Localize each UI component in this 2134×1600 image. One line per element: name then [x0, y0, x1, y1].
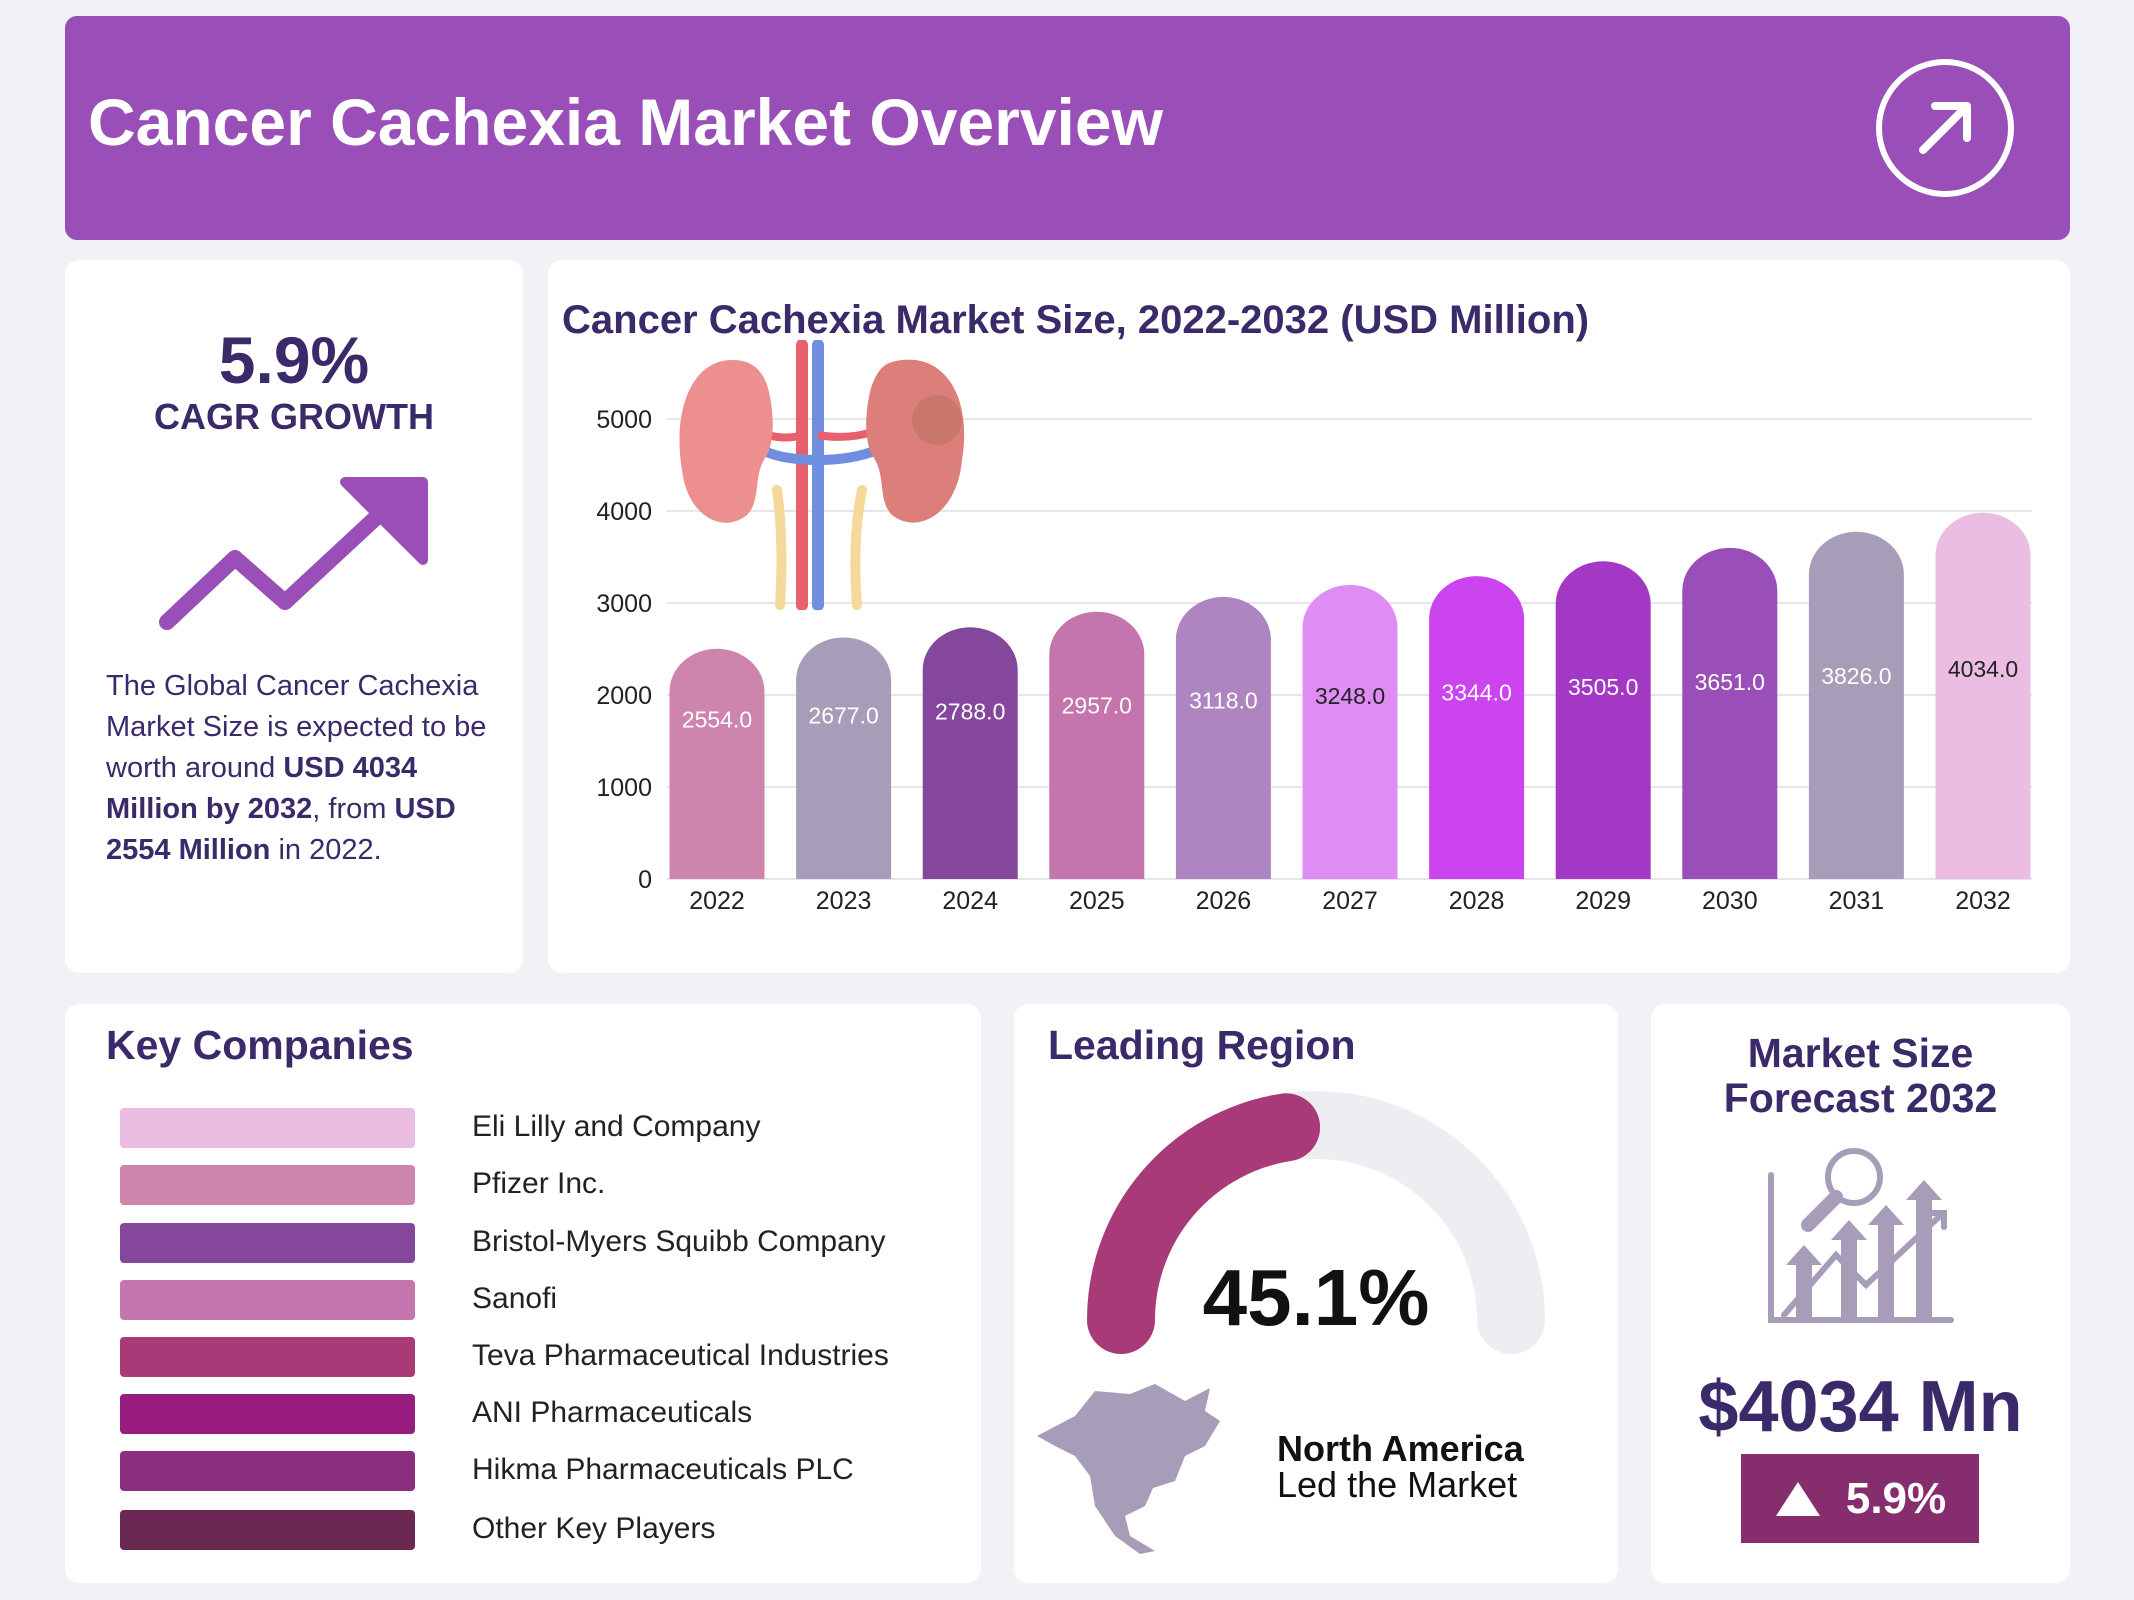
- forecast-title-line1: Market Size: [1747, 1030, 1974, 1076]
- y-tick-label: 2000: [596, 682, 652, 710]
- key-companies-title: Key Companies: [106, 1022, 414, 1068]
- company-swatch: [120, 1165, 415, 1205]
- header-banner: [65, 16, 2070, 240]
- x-tick-label: 2030: [1702, 887, 1758, 915]
- x-tick-label: 2024: [942, 887, 998, 915]
- x-tick-label: 2029: [1575, 887, 1631, 915]
- bar-value-label: 2554.0: [682, 706, 752, 732]
- y-tick-label: 0: [638, 866, 652, 894]
- company-swatch: [120, 1280, 415, 1320]
- x-tick-label: 2028: [1449, 887, 1505, 915]
- bar-2026: [1175, 596, 1271, 879]
- bar-value-label: 2957.0: [1062, 693, 1132, 719]
- bar-2023: [796, 637, 892, 879]
- company-label: Bristol-Myers Squibb Company: [472, 1225, 886, 1258]
- cagr-card: [65, 260, 523, 973]
- bar-value-label: 3248.0: [1315, 683, 1385, 709]
- trend-up-arrow-icon: [159, 477, 428, 630]
- bar-2032: [1935, 512, 2031, 879]
- arrow-up-right-circle-icon[interactable]: [1875, 58, 2015, 198]
- growth-badge: 5.9%: [1741, 1454, 1979, 1543]
- bar-value-label: 3651.0: [1695, 669, 1765, 695]
- y-tick-label: 3000: [596, 590, 652, 618]
- cagr-value: 5.9%: [218, 323, 370, 397]
- region-caption: Led the Market: [1277, 1464, 1518, 1505]
- bar-2022: [669, 648, 765, 879]
- kidneys-illustration: [679, 340, 965, 610]
- bar-2024: [922, 627, 1018, 879]
- company-swatch: [120, 1337, 415, 1377]
- gauge-fill: [1087, 1093, 1321, 1354]
- bar-value-label: 3826.0: [1821, 663, 1891, 689]
- chart-title: Cancer Cachexia Market Size, 2022-2032 (…: [562, 298, 1590, 342]
- y-tick-label: 5000: [596, 406, 652, 434]
- cagr-label: CAGR GROWTH: [154, 396, 434, 437]
- bar-2030: [1682, 547, 1778, 879]
- company-label: Teva Pharmaceutical Industries: [472, 1339, 889, 1372]
- bar-2028: [1429, 576, 1525, 879]
- x-tick-label: 2022: [689, 887, 745, 915]
- bar-value-label: 3344.0: [1441, 680, 1511, 706]
- forecast-value: $4034 Mn: [1698, 1367, 2023, 1447]
- region-share-value: 45.1%: [1202, 1253, 1430, 1342]
- region-share-gauge: [1087, 1091, 1545, 1354]
- company-label: Pfizer Inc.: [472, 1167, 606, 1200]
- company-swatch: [120, 1510, 415, 1550]
- triangle-up-icon: [1775, 1481, 1820, 1516]
- x-tick-label: 2023: [816, 887, 872, 915]
- chart-magnifier-icon: [1768, 1148, 1954, 1323]
- company-label: Eli Lilly and Company: [472, 1110, 761, 1143]
- x-tick-label: 2026: [1196, 887, 1252, 915]
- growth-badge-value: 5.9%: [1845, 1473, 1947, 1523]
- x-tick-label: 2032: [1955, 887, 2011, 915]
- bar-chart: 0 1000 2000 3000 4000 5000 2554.0 2022 2677.0 202…: [596, 406, 2032, 915]
- bar-value-label: 2788.0: [935, 698, 1005, 724]
- bar-2031: [1808, 531, 1904, 879]
- company-swatch: [120, 1223, 415, 1263]
- company-label: ANI Pharmaceuticals: [472, 1396, 753, 1429]
- y-tick-label: 4000: [596, 498, 652, 526]
- x-tick-label: 2031: [1829, 887, 1885, 915]
- bar-2029: [1555, 561, 1651, 879]
- x-tick-label: 2027: [1322, 887, 1378, 915]
- company-label: Hikma Pharmaceuticals PLC: [472, 1453, 854, 1486]
- company-label: Other Key Players: [472, 1512, 716, 1545]
- forecast-title-line2: Forecast 2032: [1723, 1075, 1998, 1121]
- company-swatch: [120, 1451, 415, 1491]
- cagr-description: The Global Cancer Cachexia Market Size i…: [106, 670, 487, 866]
- bar-value-label: 3505.0: [1568, 674, 1638, 700]
- company-swatch: [120, 1108, 415, 1148]
- y-tick-label: 1000: [596, 774, 652, 802]
- company-swatch: [120, 1394, 415, 1434]
- company-label: Sanofi: [472, 1282, 558, 1315]
- region-name: North America: [1277, 1428, 1524, 1469]
- bar-2025: [1049, 611, 1145, 879]
- bar-value-label: 4034.0: [1948, 656, 2018, 682]
- bar-value-label: 2677.0: [808, 702, 878, 728]
- north-america-map-icon: [1037, 1384, 1220, 1554]
- bar-value-label: 3118.0: [1189, 687, 1258, 713]
- page-title: Cancer Cachexia Market Overview: [88, 85, 1163, 159]
- bar-2027: [1302, 584, 1398, 879]
- x-tick-label: 2025: [1069, 887, 1125, 915]
- leading-region-title: Leading Region: [1048, 1022, 1356, 1068]
